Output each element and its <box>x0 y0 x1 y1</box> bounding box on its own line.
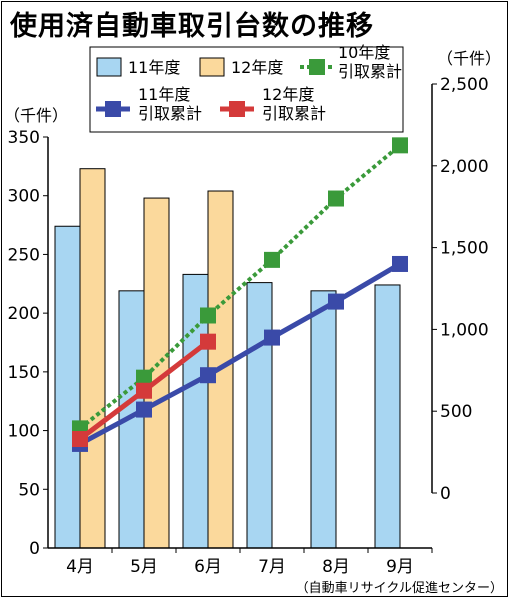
left-tick-label: 350 <box>8 128 40 148</box>
marker-2-1 <box>136 382 152 399</box>
x-tick-label: 9月 <box>386 557 414 577</box>
legend-label: 12年度引取累計 <box>262 85 326 123</box>
right-tick-label: 2,500 <box>440 75 489 95</box>
x-tick-label: 8月 <box>322 557 350 577</box>
legend-marker-0 <box>309 59 325 75</box>
series-line-0 <box>78 143 402 430</box>
right-tick-label: 0 <box>440 484 451 504</box>
bar-0-0 <box>54 225 81 549</box>
legend-swatch-1 <box>199 57 225 77</box>
marker-0-2 <box>200 307 216 324</box>
series-line-1 <box>78 261 402 447</box>
left-tick-label: 200 <box>8 304 40 324</box>
left-tick-label: 300 <box>8 187 40 207</box>
chart-title: 使用済自動車取引台数の推移 <box>10 11 374 42</box>
legend-box <box>89 46 404 133</box>
marker-1-1 <box>136 401 152 418</box>
right-tick-label: 1,500 <box>440 239 489 259</box>
x-tick-label: 6月 <box>194 557 222 577</box>
x-tick-label: 7月 <box>258 557 286 577</box>
bar-1-0 <box>79 168 106 549</box>
bar-0-5 <box>374 284 401 549</box>
left-tick-label: 250 <box>8 245 40 265</box>
left-axis-unit: （千件） <box>4 106 68 125</box>
legend-swatch-0 <box>96 57 122 77</box>
left-tick-label: 0 <box>29 539 40 559</box>
left-tick-label: 50 <box>18 480 40 500</box>
marker-1-4 <box>328 293 344 310</box>
legend-label: 11年度引取累計 <box>138 85 202 123</box>
legend-label: 10年度引取累計 <box>338 43 402 81</box>
x-tick-label: 4月 <box>66 557 94 577</box>
source-note: （自動車リサイクル促進センター） <box>295 581 503 596</box>
legend-label: 11年度 <box>128 58 180 77</box>
marker-1-3 <box>264 329 280 346</box>
marker-0-4 <box>328 190 344 207</box>
bar-0-4 <box>310 290 337 549</box>
marker-2-2 <box>200 333 216 350</box>
marker-2-0 <box>72 431 88 448</box>
marker-0-1 <box>136 369 152 386</box>
x-tick-label: 5月 <box>130 557 158 577</box>
legend-label: 12年度 <box>231 58 283 77</box>
legend-marker-2 <box>229 101 245 117</box>
right-axis-unit: （千件） <box>437 49 501 68</box>
marker-0-5 <box>392 137 408 154</box>
bar-0-3 <box>246 282 273 549</box>
legend-marker-1 <box>105 101 121 117</box>
marker-1-5 <box>392 255 408 272</box>
marker-0-3 <box>264 251 280 268</box>
left-tick-label: 100 <box>8 422 40 442</box>
marker-1-2 <box>200 367 216 384</box>
right-tick-label: 2,000 <box>440 157 489 177</box>
right-tick-label: 1,000 <box>440 320 489 340</box>
right-tick-label: 500 <box>440 402 472 422</box>
left-tick-label: 150 <box>8 363 40 383</box>
